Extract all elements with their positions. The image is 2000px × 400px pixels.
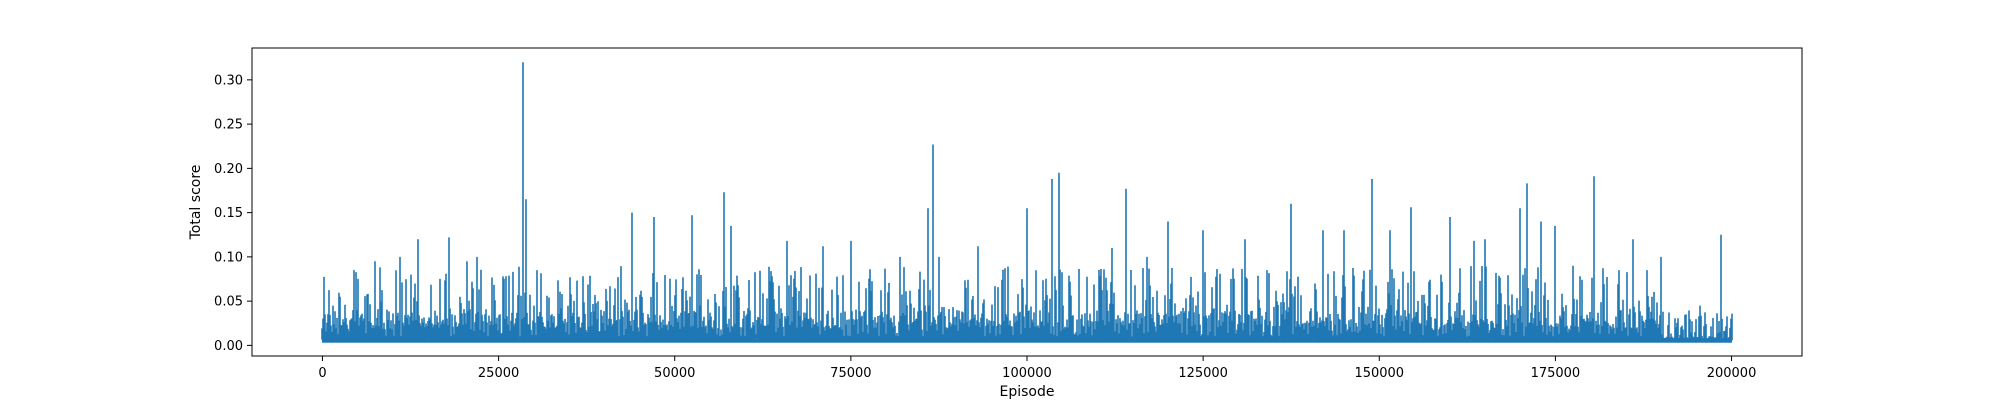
y-axis: 0.00 0.05 0.10 0.15 0.20 0.25 0.30: [214, 73, 252, 354]
x-tick-label: 175000: [1531, 366, 1581, 381]
y-tick-label: 0.00: [214, 339, 243, 354]
x-axis: 0 25000 50000 75000 100000 125000 150000 175000…: [318, 356, 1756, 381]
x-tick-label: 25000: [478, 366, 519, 381]
y-tick-label: 0.30: [214, 73, 243, 88]
x-tick-label: 150000: [1354, 366, 1404, 381]
x-tick-label: 200000: [1707, 366, 1757, 381]
series-layer: [321, 62, 1733, 343]
y-tick-label: 0.25: [214, 118, 243, 133]
x-tick-label: 0: [318, 366, 326, 381]
x-tick-label: 100000: [1002, 366, 1052, 381]
x-tick-label: 50000: [654, 366, 695, 381]
y-tick-label: 0.10: [214, 250, 243, 265]
y-axis-label: Total score: [188, 165, 204, 241]
y-tick-label: 0.15: [214, 206, 243, 221]
x-tick-label: 75000: [830, 366, 871, 381]
y-tick-label: 0.05: [214, 295, 243, 310]
series-baseline: [322, 338, 1732, 343]
series-line: [321, 62, 1733, 342]
x-tick-label: 125000: [1178, 366, 1228, 381]
y-tick-label: 0.20: [214, 162, 243, 177]
x-axis-label: Episode: [1000, 384, 1055, 400]
